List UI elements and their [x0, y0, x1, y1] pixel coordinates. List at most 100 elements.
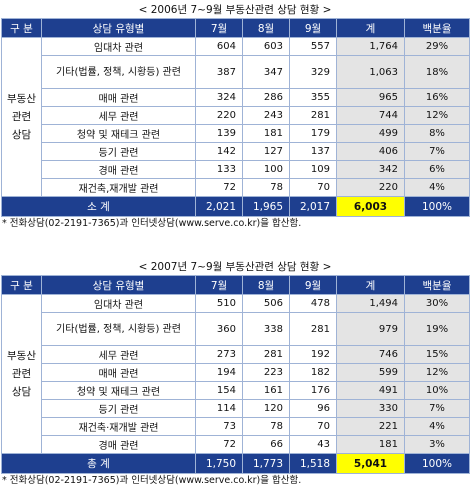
- row-sep: 96: [289, 399, 337, 418]
- footer-label: 소 계: [1, 196, 196, 217]
- footer-jul: 2,021: [195, 196, 243, 217]
- row-total: 499: [336, 124, 405, 143]
- row-aug: 100: [242, 160, 290, 179]
- row-total: 491: [336, 381, 405, 400]
- header-sep: 9월: [289, 275, 337, 295]
- row-pct: 7%: [404, 399, 470, 418]
- table-row: 매매 관련 194 223 182 599 12%: [2, 363, 470, 382]
- table-row: 재건축,재개발 관련 72 78 70 220 4%: [2, 178, 470, 197]
- row-pct: 7%: [404, 142, 470, 161]
- row-item: 등기 관련: [41, 142, 196, 161]
- row-jul: 73: [195, 417, 243, 436]
- row-item: 등기 관련: [41, 399, 196, 418]
- row-aug: 78: [242, 178, 290, 197]
- row-jul: 142: [195, 142, 243, 161]
- table-2007-body: 부동산 관련 상담 임대차 관련 510 506 478 1,494 30% 기타(법률, 정…: [1, 294, 470, 454]
- row-pct: 4%: [404, 178, 470, 197]
- row-item: 임대차 관련: [41, 294, 196, 313]
- header-type: 상담 유형별: [41, 275, 196, 295]
- row-pct: 8%: [404, 124, 470, 143]
- row-item: 재건축,재개발 관련: [41, 178, 196, 197]
- table-row: 경매 관련 133 100 109 342 6%: [2, 160, 470, 179]
- table-2007-title: < 2007년 7~9월 부동산관련 상담 현황 >: [138, 261, 332, 273]
- row-sep: 478: [289, 294, 337, 313]
- row-total: 965: [336, 88, 405, 107]
- row-pct: 19%: [404, 312, 470, 346]
- footer-total: 5,041: [336, 453, 405, 474]
- table-row: 부동산 관련 상담 임대차 관련 510 506 478 1,494 30%: [1, 294, 470, 454]
- row-jul: 154: [195, 381, 243, 400]
- row-sep: 192: [289, 345, 337, 364]
- table-row: 부동산 관련 상담 임대차 관련 604 603 557 1,764 29%: [1, 37, 470, 197]
- row-jul: 387: [195, 55, 243, 89]
- footer-pct: 100%: [404, 196, 470, 217]
- row-total: 1,063: [336, 55, 405, 89]
- row-total: 330: [336, 399, 405, 418]
- row-item: 기타(법률, 정책, 시황등) 관련: [41, 55, 196, 89]
- row-item: 세무 관련: [41, 106, 196, 125]
- row-sep: 329: [289, 55, 337, 89]
- row-pct: 6%: [404, 160, 470, 179]
- row-aug: 243: [242, 106, 290, 125]
- row-pct: 15%: [404, 345, 470, 364]
- row-item: 경매 관련: [41, 435, 196, 454]
- row-total: 599: [336, 363, 405, 382]
- group-label: 부동산 관련 상담: [1, 294, 42, 454]
- row-sep: 137: [289, 142, 337, 161]
- footer-aug: 1,773: [242, 453, 290, 474]
- row-jul: 220: [195, 106, 243, 125]
- row-total: 746: [336, 345, 405, 364]
- footer-sep: 2,017: [289, 196, 337, 217]
- row-total: 181: [336, 435, 405, 454]
- table-row: 경매 관련 72 66 43 181 3%: [2, 435, 470, 454]
- header-aug: 8월: [242, 275, 290, 295]
- row-item: 기타(법률, 정책, 시황등) 관련: [41, 312, 196, 346]
- row-jul: 324: [195, 88, 243, 107]
- row-jul: 139: [195, 124, 243, 143]
- header-total: 계: [336, 275, 405, 295]
- header-jul: 7월: [195, 18, 243, 38]
- header-sep: 9월: [289, 18, 337, 38]
- row-aug: 120: [242, 399, 290, 418]
- row-total: 1,494: [336, 294, 405, 313]
- row-aug: 338: [242, 312, 290, 346]
- header-pct: 백분율: [404, 275, 470, 295]
- section-2007: < 2007년 7~9월 부동산관련 상담 현황 > 구 분 상담 유형별 7월…: [0, 259, 470, 488]
- row-aug: 161: [242, 381, 290, 400]
- header-jul: 7월: [195, 275, 243, 295]
- table-row: 기타(법률, 정책, 시황등) 관련 387 347 329 1,063 18%: [2, 55, 470, 89]
- row-item: 청약 및 재테크 관련: [41, 124, 196, 143]
- footer-row: 총 계 1,750 1,773 1,518 5,041 100%: [1, 453, 470, 474]
- row-aug: 286: [242, 88, 290, 107]
- footer-label: 총 계: [1, 453, 196, 474]
- table-2006-body: 부동산 관련 상담 임대차 관련 604 603 557 1,764 29% 기타(법률, 정…: [1, 37, 470, 197]
- row-sep: 70: [289, 417, 337, 436]
- row-sep: 182: [289, 363, 337, 382]
- table-2007-note: * 전화상담(02-2191-7365)과 인터넷상담(www.serve.co…: [2, 475, 302, 486]
- header-row: 구 분 상담 유형별 7월 8월 9월 계 백분율: [1, 275, 470, 295]
- row-item: 세무 관련: [41, 345, 196, 364]
- row-total: 342: [336, 160, 405, 179]
- header-category: 구 분: [1, 18, 42, 38]
- row-total: 220: [336, 178, 405, 197]
- row-pct: 12%: [404, 106, 470, 125]
- row-aug: 66: [242, 435, 290, 454]
- row-sep: 281: [289, 106, 337, 125]
- row-aug: 347: [242, 55, 290, 89]
- row-aug: 127: [242, 142, 290, 161]
- row-sep: 109: [289, 160, 337, 179]
- row-aug: 181: [242, 124, 290, 143]
- footer-sep: 1,518: [289, 453, 337, 474]
- footer-aug: 1,965: [242, 196, 290, 217]
- row-sep: 281: [289, 312, 337, 346]
- row-jul: 360: [195, 312, 243, 346]
- header-category: 구 분: [1, 275, 42, 295]
- row-aug: 506: [242, 294, 290, 313]
- table-row: 기타(법률, 정책, 시황등) 관련 360 338 281 979 19%: [2, 312, 470, 346]
- row-sep: 176: [289, 381, 337, 400]
- row-pct: 16%: [404, 88, 470, 107]
- row-total: 406: [336, 142, 405, 161]
- row-pct: 12%: [404, 363, 470, 382]
- row-sep: 557: [289, 37, 337, 56]
- table-row: 등기 관련 142 127 137 406 7%: [2, 142, 470, 161]
